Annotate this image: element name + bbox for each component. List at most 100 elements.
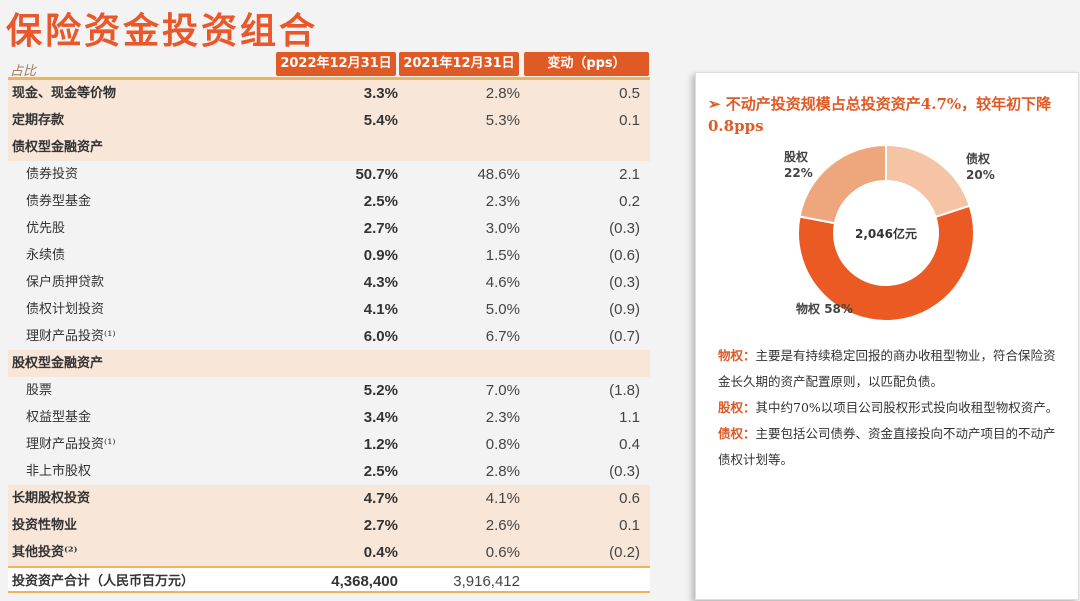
- row-label: 现金、现金等价物: [12, 86, 117, 101]
- value-2021: 0.6%: [485, 544, 520, 561]
- value-2021: 1.5%: [485, 247, 520, 264]
- row-label: 优先股: [26, 221, 66, 236]
- value-change: 0.1: [619, 517, 640, 534]
- value-2021: 2.6%: [485, 517, 520, 534]
- row-label: 长期股权投资: [12, 491, 91, 506]
- value-change: (0.3): [609, 463, 640, 480]
- header-change: 变动（pps）: [524, 52, 649, 76]
- table-row: 优先股 2.7% 3.0% (0.3): [8, 215, 650, 242]
- value-2022: 3.3%: [363, 85, 398, 102]
- headline-text: 不动产投资规模占总投资资产4.7%，较年初下降0.8pps: [708, 95, 1052, 135]
- table-row: 非上市股权 2.5% 2.8% (0.3): [8, 458, 650, 485]
- row-label: 投资性物业: [12, 518, 78, 533]
- value-change: 0.6: [619, 490, 640, 507]
- row-label: 保户质押贷款: [26, 275, 105, 290]
- row-label: 债权型金融资产: [12, 140, 104, 155]
- table-row: 投资性物业 2.7% 2.6% 0.1: [8, 512, 650, 539]
- table-header: 占比 2022年12月31日 2021年12月31日 变动（pps）: [8, 52, 650, 80]
- row-label: 定期存款: [12, 113, 65, 128]
- value-2022: 2.5%: [363, 193, 398, 210]
- table-row: 定期存款 5.4% 5.3% 0.1: [8, 107, 650, 134]
- table-row: 理财产品投资⁽¹⁾ 1.2% 0.8% 0.4: [8, 431, 650, 458]
- value-2022: 4,368,400: [331, 573, 398, 590]
- row-label: 债权计划投资: [26, 302, 105, 317]
- value-change: (0.6): [609, 247, 640, 264]
- value-2022: 50.7%: [355, 166, 398, 183]
- value-2022: 4.7%: [363, 490, 398, 507]
- table-row: 股权型金融资产: [8, 350, 650, 377]
- value-2022: 6.0%: [363, 328, 398, 345]
- row-label: 权益型基金: [26, 410, 92, 425]
- row-label: 永续债: [26, 248, 66, 263]
- value-2021: 2.3%: [485, 409, 520, 426]
- value-2022: 0.9%: [363, 247, 398, 264]
- row-label: 理财产品投资⁽¹⁾: [26, 329, 116, 344]
- value-change: (1.8): [609, 382, 640, 399]
- table-row: 债券型基金 2.5% 2.3% 0.2: [8, 188, 650, 215]
- row-label: 股票: [26, 383, 53, 398]
- value-2022: 5.4%: [363, 112, 398, 129]
- value-2022: 2.7%: [363, 517, 398, 534]
- real-estate-donut: 2,046亿元: [797, 143, 975, 322]
- value-change: 0.2: [619, 193, 640, 210]
- value-change: (0.3): [609, 220, 640, 237]
- value-2022: 0.4%: [363, 544, 398, 561]
- value-2022: 3.4%: [363, 409, 398, 426]
- row-label: 债券型基金: [26, 194, 92, 209]
- value-2022: 2.7%: [363, 220, 398, 237]
- panel-headline: ➢ 不动产投资规模占总投资资产4.7%，较年初下降0.8pps: [708, 95, 1052, 135]
- row-label: 其他投资⁽²⁾: [12, 545, 78, 560]
- value-2022: 4.1%: [363, 301, 398, 318]
- row-label: 非上市股权: [26, 464, 92, 479]
- value-2021: 3.0%: [485, 220, 520, 237]
- value-change: (0.9): [609, 301, 640, 318]
- value-2021: 2.3%: [485, 193, 520, 210]
- note-property: 物权：主要是有持续稳定回报的商办收租型物业，符合保险资金长久期的资产配置原则，以…: [718, 348, 1056, 389]
- value-2021: 6.7%: [485, 328, 520, 345]
- investment-portfolio-table: 占比 2022年12月31日 2021年12月31日 变动（pps） 现金、现金…: [8, 52, 650, 593]
- donut-slice-2: [798, 143, 887, 225]
- value-2021: 0.8%: [485, 436, 520, 453]
- slice-label-equity: 股权 22%: [784, 150, 813, 180]
- corner-label: 占比: [10, 64, 37, 79]
- donut-slice-0: [885, 143, 971, 219]
- donut-slice-1: [797, 204, 975, 322]
- row-label: 债券投资: [26, 167, 79, 182]
- header-2022: 2022年12月31日: [276, 52, 396, 76]
- table-row: 理财产品投资⁽¹⁾ 6.0% 6.7% (0.7): [8, 323, 650, 350]
- table-row: 长期股权投资 4.7% 4.1% 0.6: [8, 485, 650, 512]
- donut-center-label: 2,046亿元: [855, 226, 917, 241]
- real-estate-panel: ➢ 不动产投资规模占总投资资产4.7%，较年初下降0.8pps 2,046亿元 …: [695, 72, 1079, 600]
- table-row: 股票 5.2% 7.0% (1.8): [8, 377, 650, 404]
- value-2021: 7.0%: [485, 382, 520, 399]
- value-change: 2.1: [619, 166, 640, 183]
- value-change: 0.4: [619, 436, 640, 453]
- value-2022: 4.3%: [363, 274, 398, 291]
- page-title: 保险资金投资组合: [6, 10, 319, 52]
- value-change: 1.1: [619, 409, 640, 426]
- value-2021: 4.1%: [485, 490, 520, 507]
- row-label: 股权型金融资产: [12, 356, 104, 371]
- note-debt: 债权：主要包括公司债券、资金直接投向不动产项目的不动产债权计划等。: [718, 426, 1056, 467]
- value-2022: 1.2%: [363, 436, 398, 453]
- table-row: 保户质押贷款 4.3% 4.6% (0.3): [8, 269, 650, 296]
- value-change: 0.5: [619, 85, 640, 102]
- notes: 物权：主要是有持续稳定回报的商办收租型物业，符合保险资金长久期的资产配置原则，以…: [718, 343, 1068, 473]
- value-change: (0.2): [609, 544, 640, 561]
- value-2022: 5.2%: [363, 382, 398, 399]
- value-2021: 48.6%: [477, 166, 520, 183]
- value-2022: 2.5%: [363, 463, 398, 480]
- table-row: 权益型基金 3.4% 2.3% 1.1: [8, 404, 650, 431]
- value-2021: 5.0%: [485, 301, 520, 318]
- value-2021: 3,916,412: [453, 573, 520, 590]
- note-equity: 股权：其中约70%以项目公司股权形式投向收租型物权资产。: [718, 400, 1059, 415]
- value-2021: 5.3%: [485, 112, 520, 129]
- value-2021: 2.8%: [485, 463, 520, 480]
- value-2021: 2.8%: [485, 85, 520, 102]
- value-2021: 4.6%: [485, 274, 520, 291]
- table-row: 其他投资⁽²⁾ 0.4% 0.6% (0.2): [8, 539, 650, 566]
- value-change: (0.3): [609, 274, 640, 291]
- table-row: 债券投资 50.7% 48.6% 2.1: [8, 161, 650, 188]
- table-row: 债权计划投资 4.1% 5.0% (0.9): [8, 296, 650, 323]
- row-label: 理财产品投资⁽¹⁾: [26, 437, 116, 452]
